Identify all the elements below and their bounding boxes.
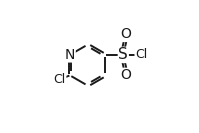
Text: O: O	[120, 68, 131, 82]
Text: Cl: Cl	[135, 48, 147, 61]
Text: N: N	[65, 48, 75, 62]
Text: Cl: Cl	[54, 73, 66, 86]
Text: S: S	[118, 47, 128, 62]
Text: O: O	[120, 27, 131, 41]
